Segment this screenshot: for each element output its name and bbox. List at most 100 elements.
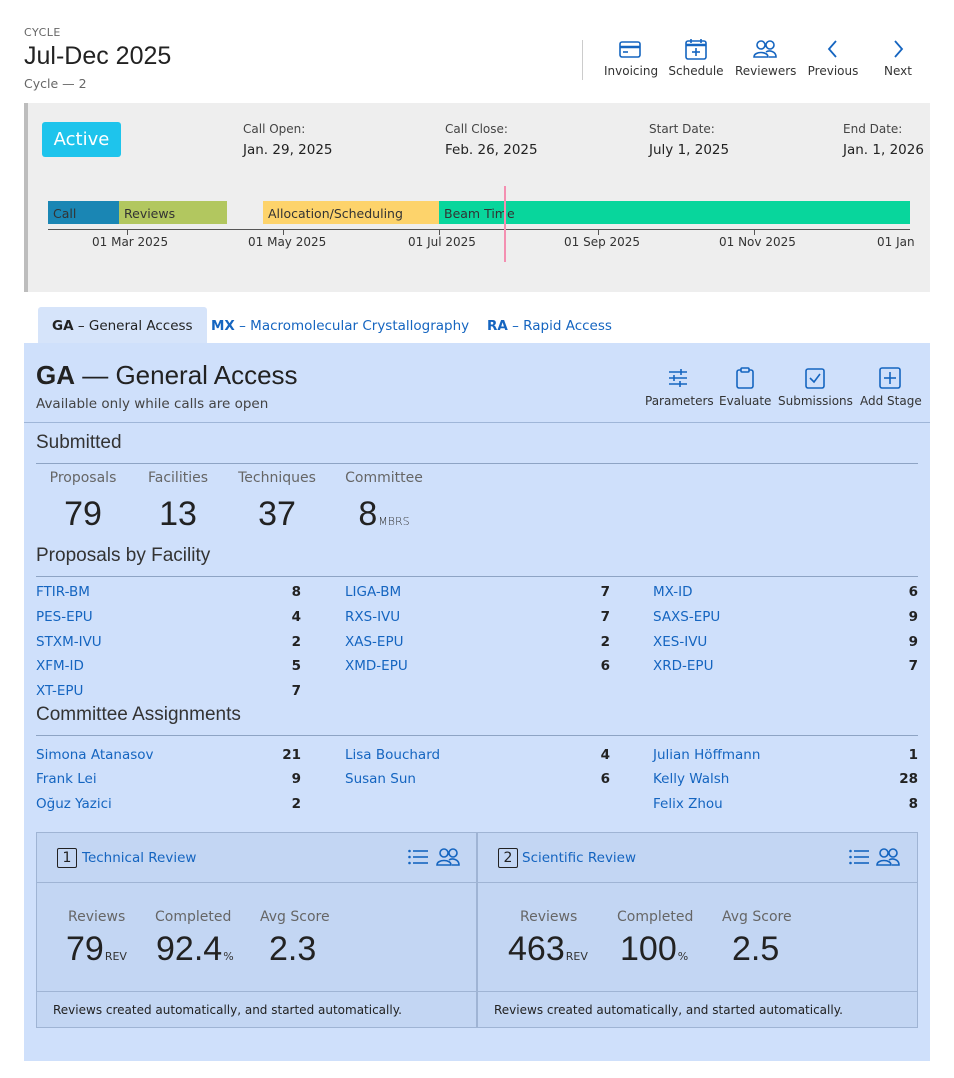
- committee-row[interactable]: Simona Atanasov 21: [36, 747, 301, 767]
- facility-link[interactable]: XRD-EPU: [653, 658, 714, 674]
- submissions-button[interactable]: Submissions: [778, 366, 853, 408]
- stage-stat-label: Reviews: [68, 909, 126, 925]
- stage-footer: Reviews created automatically, and start…: [37, 991, 476, 1027]
- facility-link[interactable]: XMD-EPU: [345, 658, 408, 674]
- start-date-label: Start Date:: [649, 122, 715, 136]
- stage-stat-unit: REV: [104, 950, 127, 963]
- header-divider: [582, 40, 583, 80]
- divider: [36, 463, 918, 464]
- stage-title-link[interactable]: Technical Review: [82, 850, 197, 866]
- list-icon[interactable]: [407, 847, 429, 867]
- tab-code: RA: [487, 318, 508, 334]
- facility-link[interactable]: XES-IVU: [653, 634, 708, 650]
- tab-mx[interactable]: MX – Macromolecular Crystallography: [197, 307, 483, 343]
- clipboard-icon: [736, 367, 754, 389]
- evaluate-button[interactable]: Evaluate: [719, 366, 771, 408]
- member-link[interactable]: Susan Sun: [345, 771, 416, 787]
- member-link[interactable]: Julian Höffmann: [653, 747, 761, 763]
- tick-mark: [283, 229, 284, 235]
- committee-row[interactable]: Susan Sun 6: [345, 771, 610, 791]
- committee-row[interactable]: Kelly Walsh 28: [653, 771, 918, 791]
- tab-ga[interactable]: GA – General Access: [38, 307, 207, 343]
- facility-row[interactable]: STXM-IVU 2: [36, 634, 301, 654]
- facility-link[interactable]: RXS-IVU: [345, 609, 401, 625]
- people-icon: [753, 40, 777, 58]
- list-icon[interactable]: [848, 847, 870, 867]
- committee-row[interactable]: Oğuz Yazici 2: [36, 796, 301, 816]
- phase-beam-label: Beam Time: [444, 206, 515, 221]
- facility-link[interactable]: PES-EPU: [36, 609, 93, 625]
- stage-stat-value: 79REV: [66, 930, 127, 969]
- people-icon[interactable]: [876, 847, 900, 867]
- panel-subtitle: Available only while calls are open: [36, 396, 269, 412]
- reviewers-button[interactable]: Reviewers: [735, 38, 796, 78]
- previous-label: Previous: [807, 64, 859, 78]
- stage-title-link[interactable]: Scientific Review: [522, 850, 637, 866]
- start-date-value: July 1, 2025: [649, 142, 730, 158]
- divider: [36, 735, 918, 736]
- member-link[interactable]: Felix Zhou: [653, 796, 723, 812]
- member-link[interactable]: Kelly Walsh: [653, 771, 730, 787]
- tab-ra[interactable]: RA – Rapid Access: [473, 307, 626, 343]
- facility-row[interactable]: LIGA-BM 7: [345, 584, 610, 604]
- add-stage-button[interactable]: Add Stage: [860, 366, 922, 408]
- committee-row[interactable]: Julian Höffmann 1: [653, 747, 918, 767]
- facility-link[interactable]: LIGA-BM: [345, 584, 402, 600]
- member-link[interactable]: Lisa Bouchard: [345, 747, 441, 763]
- member-count: 8: [908, 796, 918, 812]
- tick-label: 01 Mar 2025: [92, 235, 169, 249]
- member-count: 21: [282, 747, 301, 763]
- facility-count: 9: [908, 609, 918, 625]
- stage-card-scientific: 2 Scientific Review Reviews 463REV Compl…: [477, 832, 918, 1028]
- stat-number: 79: [64, 495, 102, 533]
- facility-link[interactable]: XT-EPU: [36, 683, 84, 699]
- facility-row[interactable]: RXS-IVU 7: [345, 609, 610, 629]
- stage-stat-number: 2.5: [732, 930, 780, 968]
- parameters-button[interactable]: Parameters: [645, 366, 714, 408]
- facility-link[interactable]: STXM-IVU: [36, 634, 102, 650]
- people-icon[interactable]: [436, 847, 460, 867]
- facility-row[interactable]: SAXS-EPU 9: [653, 609, 918, 629]
- facility-row[interactable]: XAS-EPU 2: [345, 634, 610, 654]
- next-button[interactable]: Next: [880, 38, 916, 78]
- facility-row[interactable]: FTIR-BM 8: [36, 584, 301, 604]
- sliders-icon: [669, 369, 687, 387]
- previous-button[interactable]: Previous: [806, 38, 860, 78]
- panel-title: GA — General Access: [36, 360, 298, 391]
- facility-row[interactable]: XFM-ID 5: [36, 658, 301, 678]
- facility-row[interactable]: XES-IVU 9: [653, 634, 918, 654]
- tick-label: 01 Jan: [877, 235, 915, 249]
- stat-label: Techniques: [238, 470, 316, 486]
- stage-footer: Reviews created automatically, and start…: [478, 991, 917, 1027]
- member-link[interactable]: Oğuz Yazici: [36, 796, 112, 812]
- member-link[interactable]: Simona Atanasov: [36, 747, 154, 763]
- facility-row[interactable]: XMD-EPU 6: [345, 658, 610, 678]
- facility-link[interactable]: SAXS-EPU: [653, 609, 721, 625]
- facility-row[interactable]: XRD-EPU 7: [653, 658, 918, 678]
- parameters-label: Parameters: [645, 394, 714, 408]
- invoicing-button[interactable]: Invoicing: [604, 38, 658, 78]
- schedule-button[interactable]: Schedule: [668, 38, 724, 78]
- evaluate-label: Evaluate: [719, 394, 772, 408]
- call-close-value: Feb. 26, 2025: [445, 142, 538, 158]
- stage-header: 2 Scientific Review: [478, 833, 917, 883]
- facility-link[interactable]: FTIR-BM: [36, 584, 90, 600]
- stat-value: 8MBRS: [340, 495, 428, 534]
- committee-row[interactable]: Frank Lei 9: [36, 771, 301, 791]
- facility-row[interactable]: MX-ID 6: [653, 584, 918, 604]
- member-link[interactable]: Frank Lei: [36, 771, 97, 787]
- stat-value: 13: [140, 495, 216, 534]
- facility-row[interactable]: XT-EPU 7: [36, 683, 301, 703]
- committee-row[interactable]: Lisa Bouchard 4: [345, 747, 610, 767]
- timeline-panel: [24, 103, 930, 292]
- committee-row[interactable]: Felix Zhou 8: [653, 796, 918, 816]
- plus-square-icon: [879, 367, 901, 389]
- facility-heading: Proposals by Facility: [36, 545, 211, 566]
- facility-link[interactable]: XFM-ID: [36, 658, 84, 674]
- facility-link[interactable]: XAS-EPU: [345, 634, 404, 650]
- credit-card-icon: [619, 41, 641, 58]
- stage-stat-number: 79: [66, 930, 104, 968]
- facility-link[interactable]: MX-ID: [653, 584, 693, 600]
- stage-stat-label: Reviews: [520, 909, 578, 925]
- facility-row[interactable]: PES-EPU 4: [36, 609, 301, 629]
